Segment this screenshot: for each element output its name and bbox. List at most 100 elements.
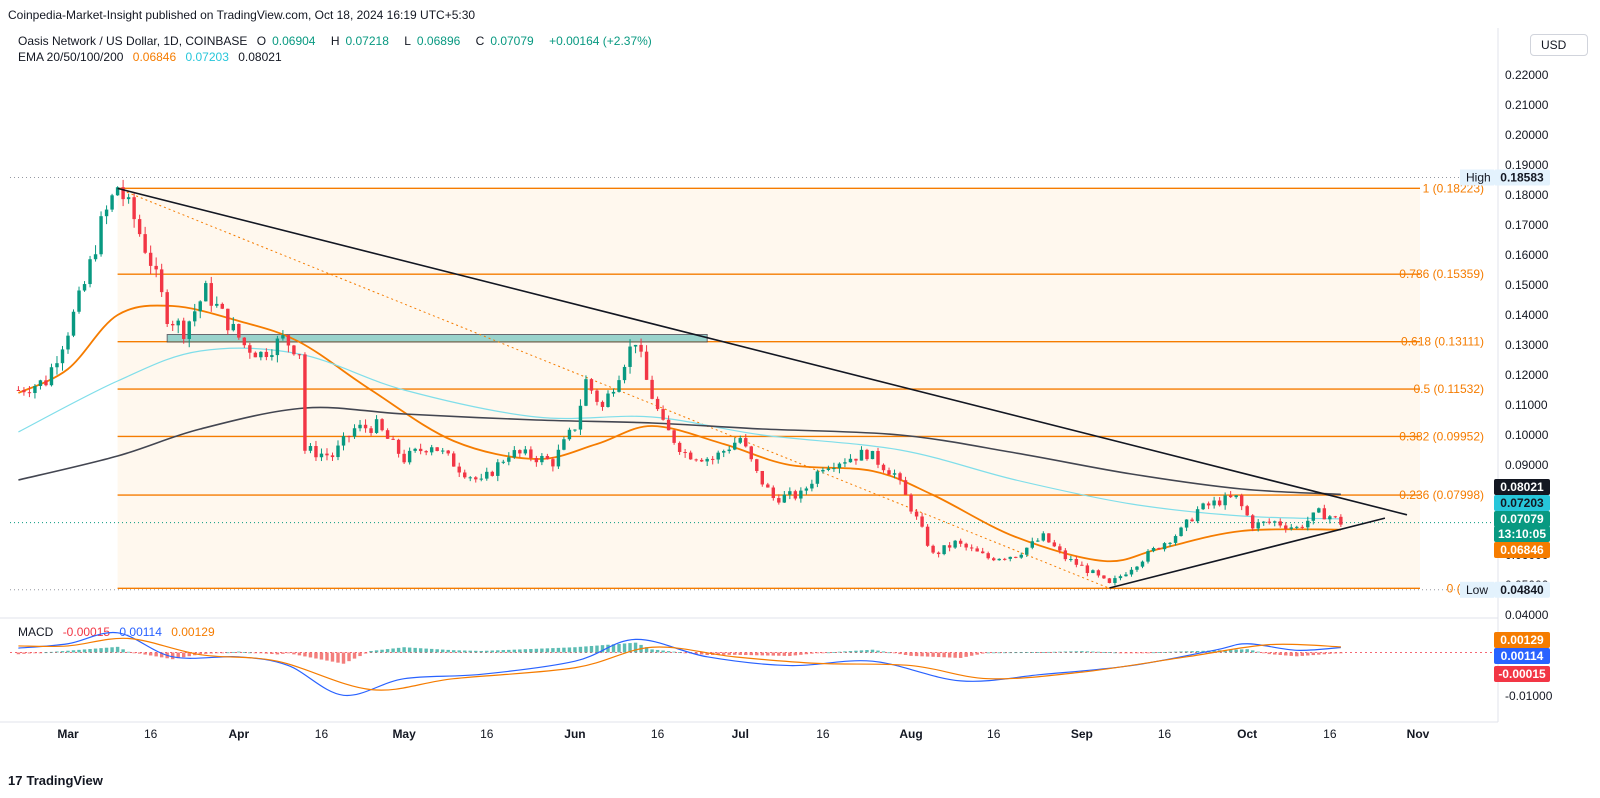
macd-hist-bar xyxy=(1284,652,1288,656)
candle-body xyxy=(385,430,390,439)
macd-hist-bar xyxy=(683,652,687,654)
low-label: Low xyxy=(1466,583,1488,597)
macd-hist-bar xyxy=(738,652,742,655)
candle-body xyxy=(463,472,467,478)
candle-body xyxy=(358,424,362,429)
candle-body xyxy=(749,446,753,460)
candle-body xyxy=(77,290,81,312)
time-tick-label: 16 xyxy=(1323,727,1337,741)
macd-hist-bar xyxy=(77,649,81,653)
candle-body xyxy=(611,391,616,394)
candle-body xyxy=(1262,521,1266,523)
macd-hist-bar xyxy=(468,650,472,653)
macd-hist-bar xyxy=(655,649,660,653)
macd-hist-bar xyxy=(1157,652,1161,653)
macd-hist-bar xyxy=(1096,651,1101,653)
price-tick-label: 0.16000 xyxy=(1505,248,1549,262)
macd-hist-bar xyxy=(953,652,957,658)
trendline xyxy=(1109,517,1386,589)
macd-badge: 0.00129 xyxy=(1500,633,1544,647)
price-badge-bg xyxy=(1494,479,1550,495)
macd-hist-bar xyxy=(385,649,390,653)
candle-body xyxy=(898,473,902,481)
macd-hist-bar xyxy=(815,652,820,654)
candle-body xyxy=(683,452,687,454)
time-tick-label: Sep xyxy=(1071,727,1093,741)
macd-hist-bar xyxy=(308,652,313,658)
candle-body xyxy=(452,453,456,467)
macd-hist-bar xyxy=(1162,651,1167,653)
macd-hist-bar xyxy=(821,652,825,654)
macd-hist-bar xyxy=(694,652,698,654)
candle-body xyxy=(44,380,48,386)
macd-hist-bar xyxy=(749,652,753,656)
candle-body xyxy=(1278,521,1282,526)
macd-hist-bar xyxy=(143,652,147,655)
candle-body xyxy=(1080,564,1084,566)
macd-hist-bar xyxy=(584,646,588,653)
candle-body xyxy=(1333,516,1338,518)
candlestick-series xyxy=(16,179,1343,586)
time-tick-label: Jun xyxy=(564,727,585,741)
candle-body xyxy=(1173,536,1178,543)
candle-body xyxy=(1217,500,1222,506)
macd-hist-bar xyxy=(1151,652,1156,654)
candle-body xyxy=(193,311,197,322)
candle-body xyxy=(694,459,698,461)
macd-hist-bar xyxy=(672,651,676,653)
macd-hist-bar xyxy=(352,652,357,659)
macd-hist-bar xyxy=(237,651,241,653)
candle-body xyxy=(854,458,858,461)
time-tick-label: 16 xyxy=(144,727,158,741)
candle-body xyxy=(1212,500,1216,506)
macd-hist-bar xyxy=(44,652,48,654)
candle-body xyxy=(380,419,384,431)
tradingview-logo[interactable]: 17 TradingView xyxy=(8,773,103,788)
ema-20-value: 0.06846 xyxy=(132,50,177,64)
macd-hist-bar xyxy=(1014,652,1018,654)
currency-selector[interactable]: USD xyxy=(1530,34,1588,56)
macd-badge: -0.00015 xyxy=(1498,667,1546,681)
macd-hist-bar xyxy=(204,652,208,654)
publisher-line: Coinpedia-Market-Insight published on Tr… xyxy=(8,8,476,22)
macd-hist-bar xyxy=(314,652,318,659)
candle-body xyxy=(1058,546,1062,551)
candle-body xyxy=(1003,558,1007,560)
macd-hist-bar xyxy=(115,646,120,653)
candle-body xyxy=(330,455,335,458)
macd-hist-bar xyxy=(1306,652,1310,656)
candle-body xyxy=(1091,570,1095,574)
candle-body xyxy=(953,540,957,548)
trendline xyxy=(117,187,1408,516)
open-value: 0.06904 xyxy=(272,34,316,48)
macd-hist-bar xyxy=(1008,652,1012,654)
candle-body xyxy=(468,477,472,479)
macd-hist-bar xyxy=(1135,652,1139,654)
candle-body xyxy=(1008,556,1012,559)
fib-level-label: 0.786 (0.15359) xyxy=(1399,267,1484,281)
macd-hist-bar xyxy=(132,652,136,654)
macd-hist-bar xyxy=(870,649,875,653)
macd-hist-bar xyxy=(1195,650,1200,653)
candle-body xyxy=(1052,542,1057,547)
macd-hist-bar xyxy=(99,648,103,653)
macd-hist-bar xyxy=(854,650,858,653)
ema-label: EMA 20/50/100/200 xyxy=(18,50,124,64)
macd-hist-bar xyxy=(341,652,346,664)
candle-body xyxy=(314,446,318,458)
macd-hist-bar xyxy=(650,649,654,653)
macd-hist-bar xyxy=(1036,652,1040,653)
candle-body xyxy=(198,301,202,312)
macd-hist-bar xyxy=(463,650,467,653)
candle-body xyxy=(226,308,230,331)
macd-hist-bar xyxy=(374,650,379,653)
macd-hist-bar xyxy=(336,652,340,663)
candle-body xyxy=(595,390,599,402)
candle-body xyxy=(771,487,776,499)
macd-hist-bar xyxy=(628,643,632,653)
macd-hist-bar xyxy=(1168,651,1172,653)
candle-body xyxy=(485,471,489,479)
candle-body xyxy=(600,401,605,407)
price-badge: 13:10:05 xyxy=(1498,527,1546,541)
